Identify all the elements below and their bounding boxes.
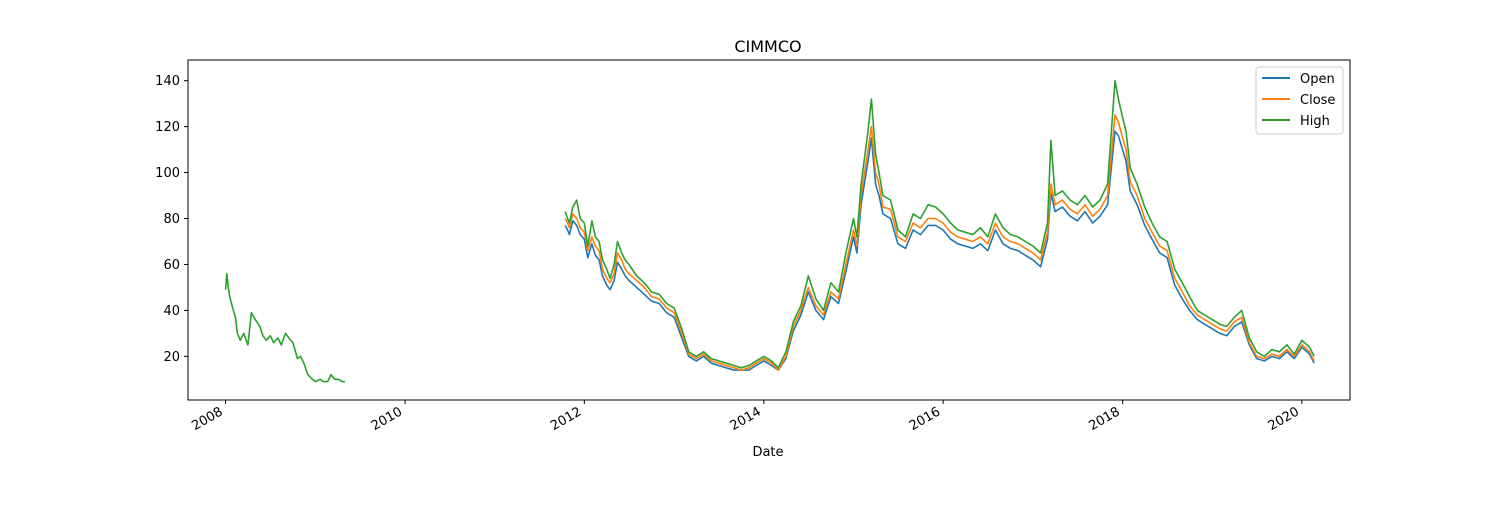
chart-title: CIMMCO bbox=[734, 37, 801, 56]
plot-frame bbox=[187, 59, 1351, 401]
x-tick-label: 2008 bbox=[189, 404, 225, 434]
x-tick-label: 2012 bbox=[548, 404, 584, 434]
x-tick-label: 2010 bbox=[369, 404, 405, 434]
y-tick-label: 140 bbox=[155, 74, 180, 89]
legend-label-high: High bbox=[1300, 114, 1330, 129]
x-axis-label: Date bbox=[752, 445, 783, 460]
legend: Open Close High bbox=[1255, 66, 1344, 135]
series-layer bbox=[224, 79, 1315, 383]
series-line-close-segment-2 bbox=[564, 114, 1315, 371]
series-line-open-segment-2 bbox=[564, 130, 1315, 371]
legend-label-close: Close bbox=[1300, 93, 1335, 108]
legend-label-open: Open bbox=[1300, 72, 1335, 87]
y-tick-label: 80 bbox=[163, 212, 180, 227]
legend-frame bbox=[1255, 66, 1344, 135]
series-line-high-segment-1 bbox=[224, 272, 345, 383]
x-axis: 2008 2010 2012 2014 2016 2018 2020 bbox=[189, 400, 1303, 434]
y-axis: 20 40 60 80 100 120 140 bbox=[155, 74, 188, 365]
x-tick-label: 2014 bbox=[728, 404, 764, 434]
series-line-high-segment-2 bbox=[564, 79, 1315, 369]
x-tick-label: 2018 bbox=[1086, 404, 1122, 434]
y-tick-label: 120 bbox=[155, 120, 180, 135]
x-tick-label: 2016 bbox=[907, 404, 943, 434]
y-tick-label: 40 bbox=[163, 304, 180, 319]
y-tick-label: 100 bbox=[155, 166, 180, 181]
y-tick-label: 20 bbox=[163, 350, 180, 365]
y-tick-label: 60 bbox=[163, 258, 180, 273]
x-tick-label: 2020 bbox=[1266, 404, 1302, 434]
